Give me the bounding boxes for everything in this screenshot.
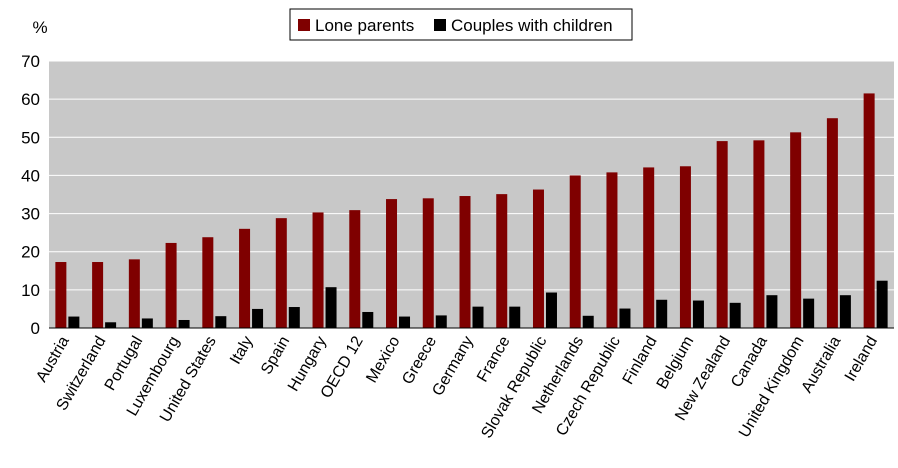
bar-couples-with-children-czech-republic	[619, 308, 631, 328]
bar-lone-parents-luxembourg	[165, 242, 177, 328]
bar-lone-parents-austria	[55, 262, 67, 328]
bar-lone-parents-australia	[826, 118, 838, 328]
x-tick-label: Finland	[620, 334, 661, 388]
bar-lone-parents-slovak-republic	[532, 189, 544, 328]
bar-lone-parents-belgium	[679, 166, 691, 328]
y-tick-label: 50	[21, 128, 40, 147]
bar-lone-parents-united-states	[202, 237, 214, 328]
bar-couples-with-children-new-zealand	[729, 302, 741, 328]
bar-couples-with-children-portugal	[141, 318, 153, 328]
bar-lone-parents-canada	[753, 140, 765, 328]
bar-lone-parents-spain	[275, 218, 287, 328]
bar-lone-parents-portugal	[128, 259, 140, 328]
bar-lone-parents-netherlands	[569, 175, 581, 328]
bar-couples-with-children-greece	[435, 315, 447, 328]
bar-couples-with-children-canada	[766, 295, 778, 328]
legend-swatch-lone-parents	[298, 19, 310, 31]
legend-label-couples-with-children: Couples with children	[451, 16, 613, 35]
bar-couples-with-children-netherlands	[582, 315, 594, 328]
x-tick-label: Austria	[33, 333, 73, 385]
bar-lone-parents-france	[496, 194, 508, 328]
bar-couples-with-children-mexico	[399, 316, 411, 328]
bar-couples-with-children-germany	[472, 306, 484, 328]
bar-couples-with-children-oecd-12	[362, 311, 374, 328]
y-tick-label: 0	[31, 319, 40, 338]
bar-lone-parents-united-kingdom	[790, 132, 802, 328]
y-tick-label: 70	[21, 52, 40, 71]
bar-lone-parents-oecd-12	[349, 210, 361, 328]
bar-lone-parents-italy	[239, 228, 251, 328]
y-axis: 0 10 20 30 40 50 60 70	[21, 52, 40, 338]
bars	[55, 93, 888, 329]
bar-couples-with-children-hungary	[325, 287, 337, 328]
bar-lone-parents-germany	[459, 196, 471, 328]
bar-couples-with-children-australia	[839, 295, 851, 328]
bar-couples-with-children-italy	[252, 308, 264, 328]
y-axis-unit-label: %	[32, 18, 47, 37]
y-tick-label: 30	[21, 205, 40, 224]
bar-lone-parents-mexico	[386, 199, 398, 328]
y-tick-label: 20	[21, 243, 40, 262]
x-axis: AustriaSwitzerlandPortugalLuxembourgUnit…	[33, 327, 894, 441]
bar-lone-parents-czech-republic	[606, 172, 618, 328]
y-tick-label: 10	[21, 281, 40, 300]
bar-lone-parents-finland	[643, 167, 655, 328]
x-tick-label: Mexico	[363, 333, 403, 385]
bar-couples-with-children-united-kingdom	[803, 298, 815, 328]
legend-swatch-couples-with-children	[434, 19, 446, 31]
y-tick-label: 60	[21, 90, 40, 109]
legend: Lone parents Couples with children	[289, 8, 633, 41]
bar-lone-parents-hungary	[312, 212, 324, 328]
bar-couples-with-children-luxembourg	[178, 319, 190, 328]
legend-box	[289, 8, 633, 41]
legend-label-lone-parents: Lone parents	[315, 16, 414, 35]
x-tick-label: Italy	[227, 334, 256, 368]
x-tick-label: Greece	[399, 333, 440, 387]
x-tick-label: Ireland	[842, 334, 881, 385]
plot-background	[49, 61, 894, 328]
bar-lone-parents-greece	[422, 198, 434, 328]
bar-lone-parents-ireland	[863, 93, 875, 329]
bar-couples-with-children-slovak-republic	[545, 292, 557, 328]
bar-couples-with-children-spain	[288, 307, 300, 328]
bar-couples-with-children-finland	[656, 299, 668, 328]
bar-couples-with-children-switzerland	[105, 322, 117, 328]
x-tick-label: Spain	[258, 334, 293, 378]
bar-lone-parents-new-zealand	[716, 141, 728, 328]
bar-couples-with-children-united-states	[215, 316, 227, 328]
bar-couples-with-children-france	[509, 306, 521, 328]
bar-couples-with-children-ireland	[876, 280, 888, 328]
gridlines	[49, 60, 894, 291]
bar-lone-parents-switzerland	[92, 262, 104, 328]
y-tick-label: 40	[21, 166, 40, 185]
x-tick-label: France	[474, 333, 514, 385]
bar-couples-with-children-austria	[68, 316, 80, 328]
bar-couples-with-children-belgium	[692, 300, 704, 328]
